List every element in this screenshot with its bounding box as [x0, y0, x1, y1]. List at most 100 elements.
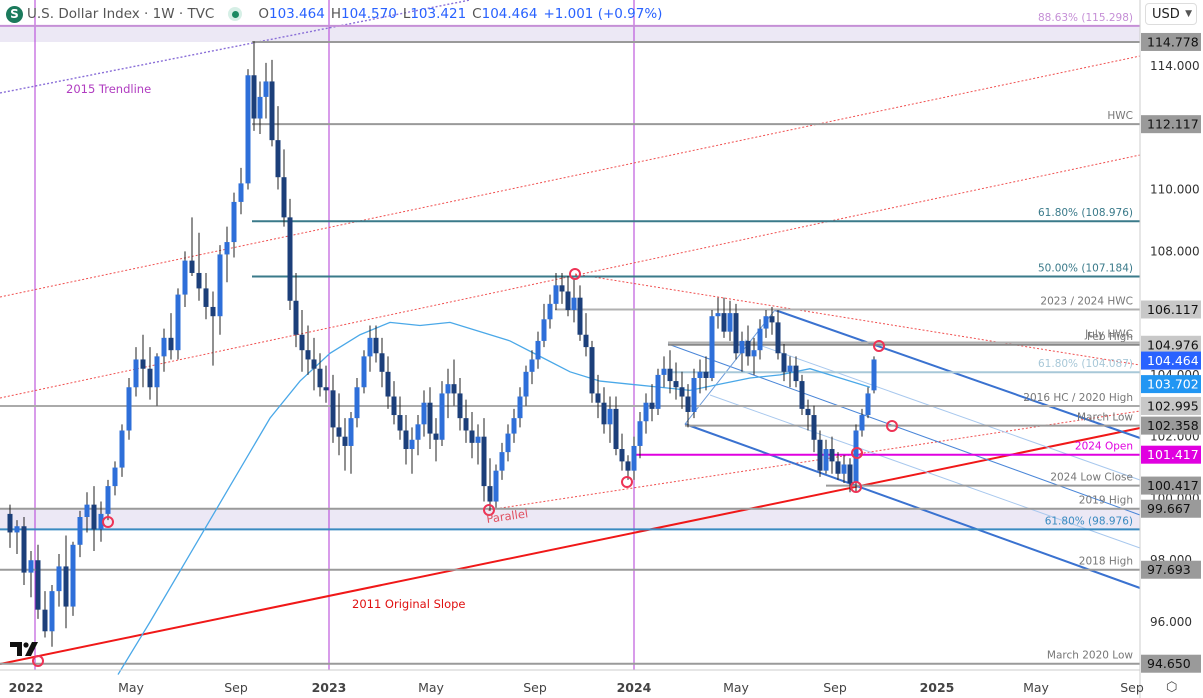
candle-body — [715, 313, 721, 317]
pivot-marker-icon — [32, 655, 44, 667]
candle-body — [263, 81, 269, 97]
price-tag-label: 100.417 — [1147, 478, 1199, 493]
candle-body — [42, 609, 48, 632]
candle-body — [330, 390, 336, 428]
candle-body — [140, 359, 146, 369]
price-tag — [1141, 335, 1201, 354]
candle-body — [553, 285, 559, 304]
candle-body — [523, 371, 529, 397]
candle-body — [196, 272, 202, 289]
time-tick: 2022 — [9, 680, 44, 695]
price-tag — [1141, 396, 1201, 415]
level-label: March Low — [1077, 412, 1133, 424]
candle-body — [293, 300, 299, 335]
candle-body — [871, 359, 877, 391]
candle-body — [721, 313, 727, 332]
level-label: 2019 High — [1079, 495, 1133, 507]
candle-body — [299, 334, 305, 351]
candle-body — [799, 381, 805, 409]
channel-lower — [684, 423, 1141, 589]
candle-body — [133, 359, 139, 388]
level-label: 88.63% (115.298) — [1038, 12, 1133, 24]
tradingview-logo-icon[interactable] — [10, 640, 40, 658]
price-tag-label: 102.358 — [1147, 418, 1199, 433]
candle-body — [361, 356, 367, 388]
candle-body — [63, 566, 69, 607]
pivot-marker-icon — [873, 340, 885, 352]
chevron-down-icon: ▼ — [1185, 9, 1192, 19]
candle-body — [445, 384, 451, 394]
time-tick: Sep — [523, 680, 547, 695]
candle-body — [379, 353, 385, 372]
candle-body — [161, 337, 167, 357]
gear-icon[interactable]: ⬡ — [1166, 680, 1178, 695]
candle-body — [853, 430, 859, 484]
level-label: 2018 High — [1079, 556, 1133, 568]
pivot-marker-icon — [621, 476, 633, 488]
candle-body — [727, 313, 733, 332]
candle-body — [589, 347, 595, 394]
candle-body — [373, 337, 379, 354]
price-tick: 110.000 — [1150, 183, 1200, 197]
candle-body — [385, 371, 391, 397]
candle-body — [427, 402, 433, 434]
pitchfork-inner-upper — [744, 339, 1141, 481]
candle-body — [91, 504, 97, 530]
candle-body — [481, 436, 487, 487]
candle-body — [811, 415, 817, 440]
candle-body — [787, 365, 793, 372]
pivot-marker-icon — [102, 516, 114, 528]
candle-body — [643, 402, 649, 422]
candle-body — [105, 486, 111, 514]
candle-body — [112, 467, 118, 487]
ohlc-close: C104.464 — [472, 6, 538, 22]
level-label: 61.80% (104.087) — [1038, 358, 1133, 370]
chart-header: S U.S. Dollar Index · 1W · TVC O103.464 … — [6, 4, 662, 24]
currency-selector[interactable]: USD ▼ — [1145, 3, 1197, 25]
candle-body — [667, 368, 673, 382]
symbol-title[interactable]: U.S. Dollar Index · 1W · TVC — [27, 6, 215, 22]
candle-body — [613, 408, 619, 450]
price-tag-label: 104.976 — [1147, 337, 1199, 352]
candle-body — [403, 430, 409, 450]
candle-body — [493, 470, 499, 502]
candle-body — [619, 449, 625, 462]
candle-body — [607, 408, 613, 425]
candle-body — [245, 75, 251, 184]
candle-body — [439, 393, 445, 440]
candle-body — [697, 371, 703, 378]
candle-body — [391, 396, 397, 416]
level-label: July HWC — [1084, 328, 1133, 340]
ohlc-high: H104.570 — [330, 6, 397, 22]
parallel-upper — [0, 55, 1141, 298]
candle-body — [397, 415, 403, 431]
price-tag — [1141, 115, 1201, 134]
candle-body — [269, 81, 275, 141]
candle-body — [595, 393, 601, 403]
candle-body — [745, 340, 751, 357]
candle-body — [287, 217, 293, 301]
candle-body — [168, 337, 174, 351]
candle-body — [147, 368, 153, 388]
candle-body — [98, 513, 104, 530]
candle-body — [14, 526, 20, 533]
candle-body — [535, 340, 541, 360]
time-tick: Sep — [224, 680, 248, 695]
candle-body — [805, 408, 811, 416]
candle-body — [475, 436, 481, 443]
candle-body — [757, 328, 763, 351]
candle-body — [415, 424, 421, 440]
time-tick: May — [723, 680, 749, 695]
price-tag-label: 97.693 — [1147, 562, 1191, 577]
price-tag-label: 104.464 — [1147, 353, 1199, 368]
candle-body — [817, 439, 823, 471]
time-tick: 2025 — [920, 680, 955, 695]
candle-body — [781, 353, 787, 372]
candle-body — [673, 381, 679, 388]
candle-body — [275, 140, 281, 178]
candle-body — [433, 433, 439, 440]
price-tick: 114.000 — [1150, 59, 1200, 73]
candle-body — [281, 177, 287, 218]
pivot-marker-icon — [569, 268, 581, 280]
